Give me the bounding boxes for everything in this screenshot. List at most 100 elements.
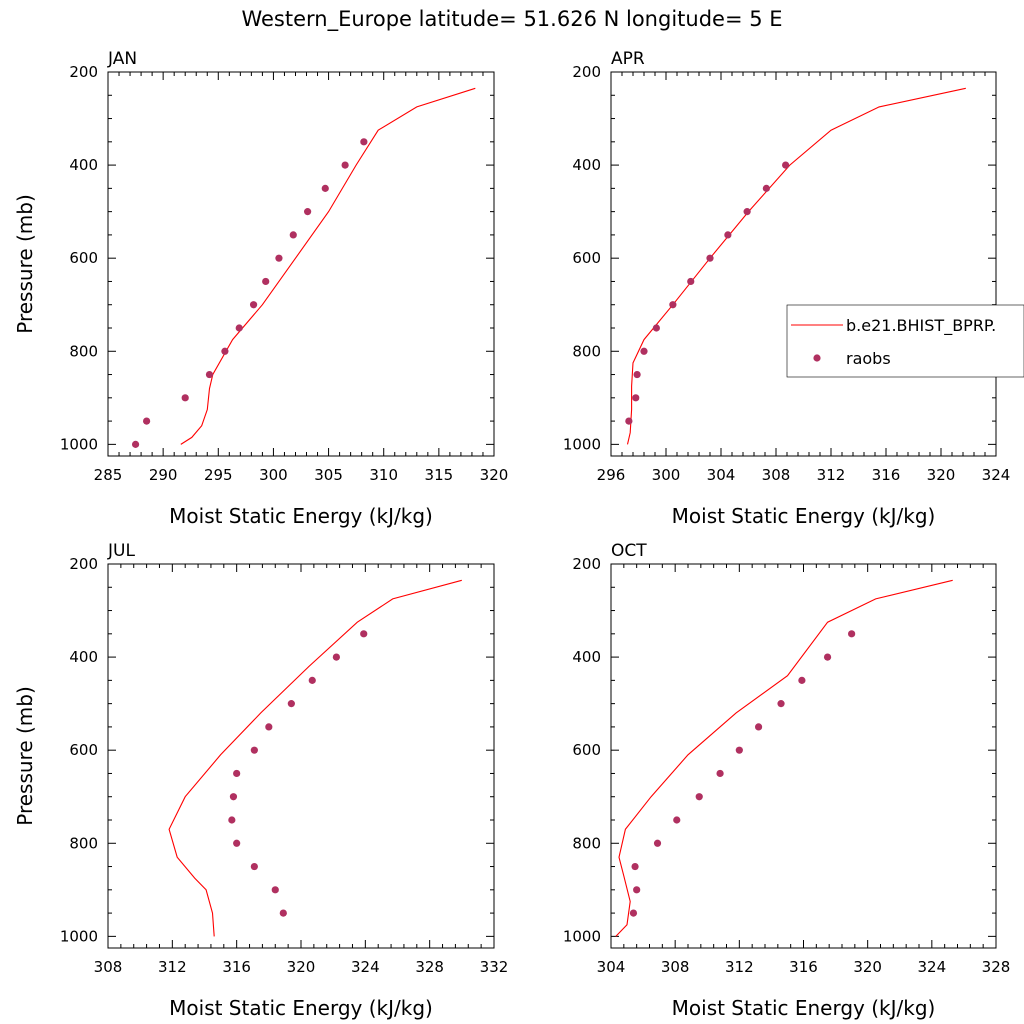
raobs-point — [221, 347, 229, 355]
x-tick-label: 310 — [369, 466, 398, 484]
raobs-point — [762, 184, 770, 192]
panel-jan: JAN 285 290 295 300 305 310 315 320 200 400 600 800 1… — [13, 49, 508, 528]
raobs-point — [653, 839, 662, 847]
y-tick-label: 600 — [69, 249, 98, 267]
raobs-point — [625, 417, 633, 425]
raobs-point — [235, 324, 243, 332]
raobs-point — [743, 208, 751, 216]
legend: b.e21.BHIST_BPRP.raobs — [786, 304, 1024, 378]
y-tick-label: 400 — [69, 156, 98, 174]
raobs-point — [271, 886, 279, 894]
y-tick-label: 400 — [69, 648, 98, 666]
x-tick-label: 316 — [872, 466, 901, 484]
panel-label: JAN — [107, 49, 137, 69]
x-tick-label: 320 — [927, 466, 956, 484]
x-tick-label: 304 — [597, 958, 626, 976]
plot-frame — [610, 71, 997, 457]
raobs-point — [848, 630, 856, 638]
x-tick-label: 324 — [918, 958, 947, 976]
raobs-point — [233, 839, 241, 847]
model-profile-line — [615, 579, 953, 937]
x-axis-title: Moist Static Energy (kJ/kg) — [672, 996, 936, 1020]
x-tick-label: 324 — [982, 466, 1011, 484]
raobs-point — [669, 301, 677, 309]
raobs-point — [724, 231, 732, 239]
y-axis-title: Pressure (mb) — [13, 686, 37, 826]
x-tick-label: 295 — [204, 466, 233, 484]
x-tick-label: 308 — [661, 958, 690, 976]
raobs-point — [735, 746, 743, 754]
plot-frame — [610, 563, 997, 949]
y-tick-label: 800 — [572, 342, 601, 360]
raobs-point — [652, 324, 660, 332]
x-tick-label: 300 — [259, 466, 288, 484]
raobs-point — [632, 394, 640, 402]
raobs-point — [181, 394, 189, 402]
x-axis-title: Moist Static Energy (kJ/kg) — [169, 504, 433, 528]
x-tick-label: 312 — [725, 958, 754, 976]
y-tick-label: 400 — [572, 648, 601, 666]
x-tick-label: 315 — [425, 466, 454, 484]
raobs-point — [716, 769, 724, 778]
raobs-point — [275, 254, 283, 262]
raobs-point — [250, 746, 258, 754]
x-tick-label: 328 — [415, 958, 444, 976]
x-tick-label: 290 — [149, 466, 178, 484]
x-tick-label: 312 — [817, 466, 846, 484]
x-tick-label: 320 — [480, 466, 509, 484]
plot-frame — [107, 71, 495, 457]
x-tick-label: 300 — [652, 466, 681, 484]
raobs-point — [321, 184, 329, 192]
y-axis-title: Pressure (mb) — [13, 194, 37, 334]
raobs-point — [308, 676, 316, 684]
x-tick-label: 320 — [287, 958, 316, 976]
raobs-point — [823, 653, 832, 661]
plot-frame — [107, 563, 495, 949]
y-tick-label: 600 — [69, 741, 98, 759]
legend-label-model: b.e21.BHIST_BPRP. — [846, 316, 996, 336]
panel-oct: OCT 304 308 312 316 320 324 328 200 400 600 800 1000… — [563, 541, 1011, 1020]
y-tick-label: 200 — [572, 555, 601, 573]
raobs-point — [279, 909, 287, 917]
model-profile-line — [168, 579, 462, 937]
raobs-point — [360, 138, 368, 146]
raobs-point — [782, 161, 790, 169]
raobs-point — [687, 277, 695, 286]
model-profile-line — [626, 87, 966, 445]
raobs-point — [640, 347, 648, 355]
y-tick-label: 200 — [69, 63, 98, 81]
raobs-point — [798, 676, 806, 684]
raobs-point — [304, 208, 312, 216]
raobs-point — [706, 254, 714, 262]
panel-label: JUL — [107, 541, 135, 561]
model-profile-line — [180, 87, 476, 445]
raobs-point — [233, 769, 241, 778]
raobs-point — [143, 417, 151, 425]
raobs-point — [250, 862, 258, 871]
y-tick-label: 800 — [69, 834, 98, 852]
raobs-point — [205, 370, 214, 379]
x-tick-label: 308 — [94, 958, 123, 976]
raobs-point — [777, 700, 785, 708]
x-tick-label: 332 — [480, 958, 509, 976]
y-tick-label: 1000 — [563, 927, 601, 945]
raobs-point — [265, 723, 273, 731]
raobs-point — [754, 723, 763, 731]
x-axis-title: Moist Static Energy (kJ/kg) — [169, 996, 433, 1020]
raobs-point — [695, 793, 703, 801]
raobs-point — [131, 440, 140, 448]
x-tick-label: 316 — [789, 958, 818, 976]
legend-dot-marker — [813, 354, 821, 362]
x-axis-title: Moist Static Energy (kJ/kg) — [672, 504, 936, 528]
raobs-point — [633, 370, 641, 379]
x-tick-label: 320 — [853, 958, 882, 976]
panel-jul: JUL 308 312 316 320 324 328 332 200 400 600 800 1000… — [13, 541, 508, 1020]
x-tick-label: 305 — [314, 466, 343, 484]
panel-label: OCT — [611, 541, 647, 561]
legend-label-obs: raobs — [846, 349, 891, 368]
panels: JAN 285 290 295 300 305 310 315 320 200 400 600 800 1… — [13, 49, 1010, 1020]
raobs-point — [332, 653, 340, 661]
x-tick-label: 304 — [707, 466, 736, 484]
x-tick-label: 324 — [351, 958, 380, 976]
